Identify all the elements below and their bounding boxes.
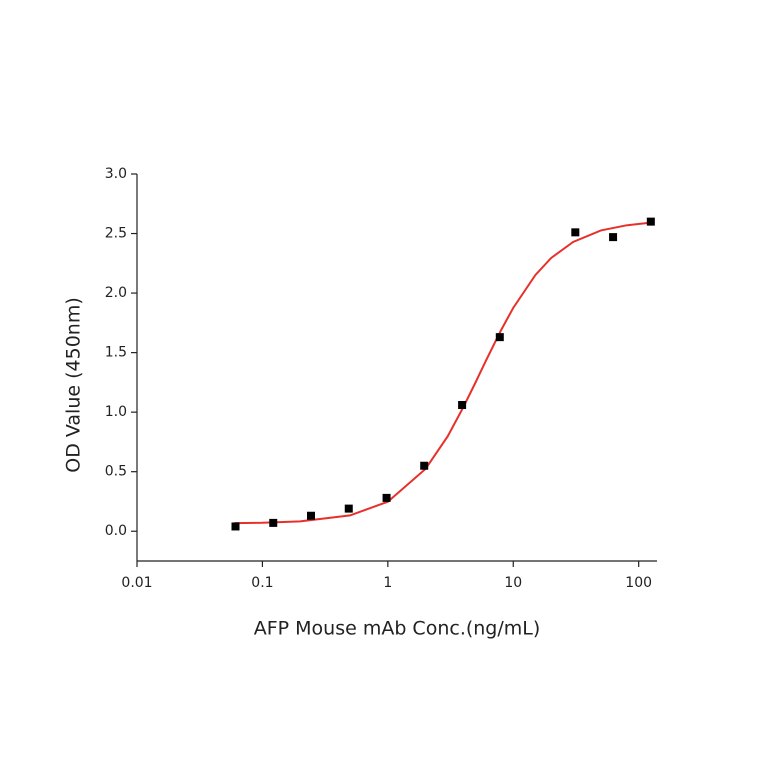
- y-axis-label: OD Value (450nm): [63, 297, 85, 472]
- data-point: [344, 504, 353, 513]
- y-tick-label: 1.5: [105, 345, 127, 361]
- y-tick-label: 3.0: [105, 166, 127, 182]
- x-tick-label: 0.1: [251, 575, 273, 591]
- data-point: [609, 233, 618, 242]
- data-point: [382, 493, 391, 502]
- data-point: [495, 333, 504, 342]
- fit-curve: [234, 221, 651, 525]
- x-tick-label: 10: [504, 575, 522, 591]
- data-point: [458, 401, 467, 410]
- x-tick-label: 100: [625, 575, 652, 591]
- y-tick-label: 2.0: [105, 285, 127, 301]
- data-point: [420, 461, 429, 470]
- x-axis-label: AFP Mouse mAb Conc.(ng/mL): [254, 618, 541, 640]
- x-tick-label: 1: [383, 575, 392, 591]
- y-tick-label: 0.0: [105, 523, 127, 539]
- y-tick-label: 1.0: [105, 404, 127, 420]
- x-tick-label: 0.01: [121, 575, 152, 591]
- data-point: [646, 217, 655, 226]
- data-point: [307, 511, 316, 520]
- data-point: [571, 228, 580, 237]
- y-tick-label: 2.5: [105, 226, 127, 242]
- data-point: [269, 518, 278, 527]
- y-tick-label: 0.5: [105, 464, 127, 480]
- data-point: [231, 522, 240, 531]
